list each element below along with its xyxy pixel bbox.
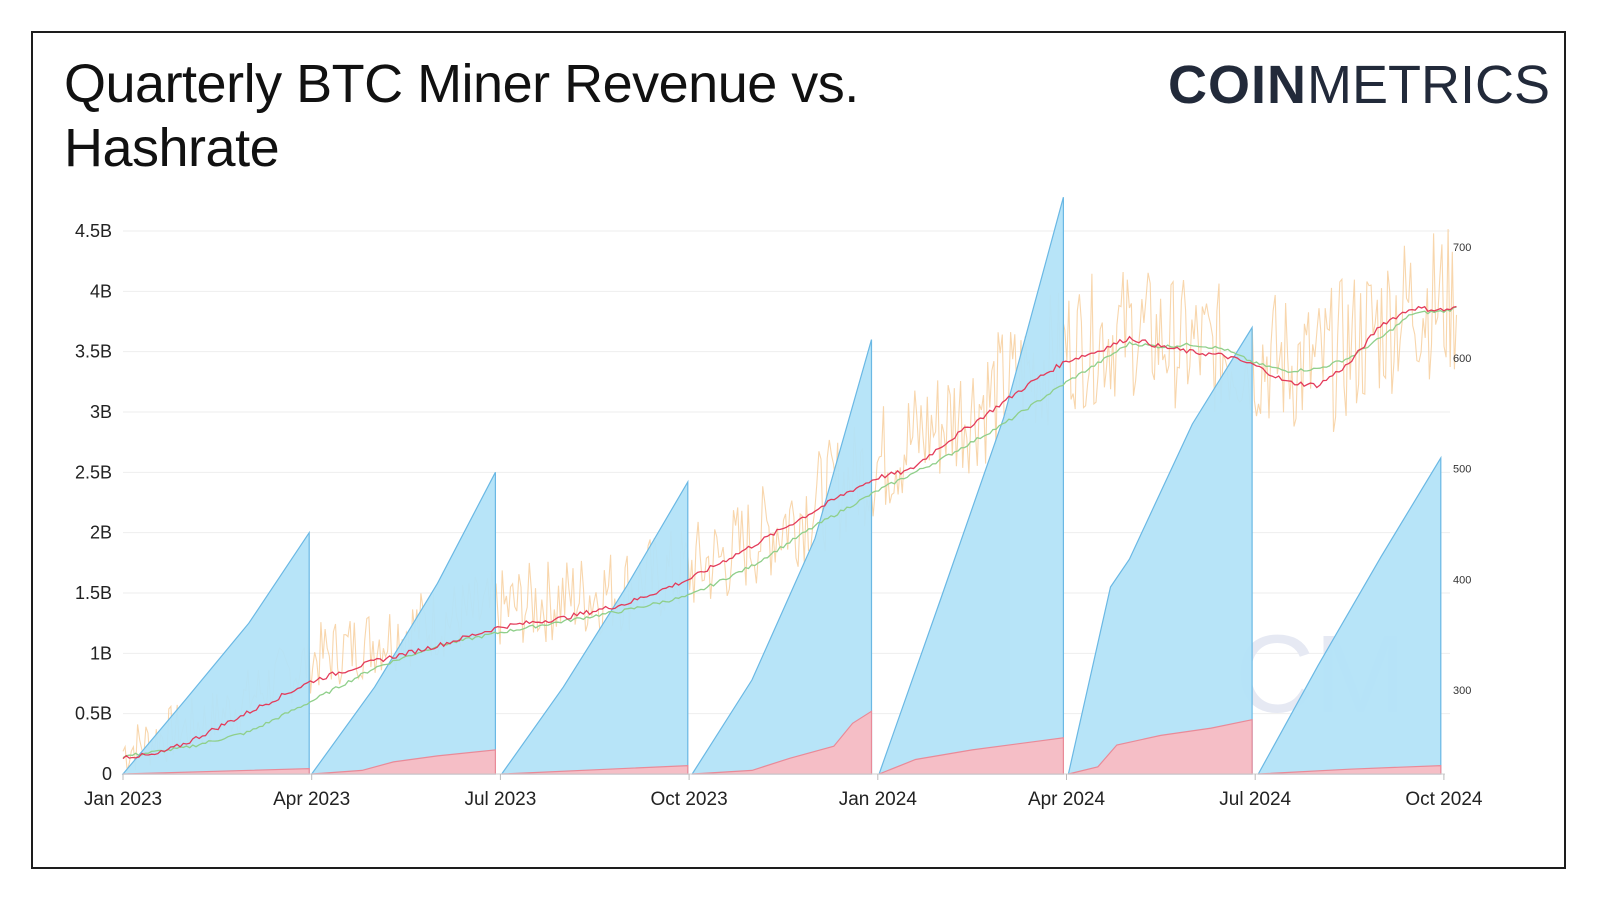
revenue-layer [121, 197, 1442, 775]
y-left-tick-label: 1B [90, 643, 112, 663]
quarterly-revenue-area [1067, 325, 1253, 775]
hashrate-ma-red-line [122, 305, 1457, 760]
quarterly-fees-area [1068, 718, 1253, 775]
fees-layer [122, 710, 1442, 775]
x-tick-label: Jan 2024 [839, 789, 918, 810]
y-left-tick-label: 0 [102, 764, 112, 784]
x-tick-label: Oct 2023 [651, 789, 728, 810]
quarterly-fees-area [692, 710, 873, 775]
y-left-tick-label: 2.5B [75, 462, 112, 482]
y-right-tick-label: 600 [1453, 353, 1471, 365]
quarterly-revenue-area [500, 479, 689, 775]
x-tick-label: Jan 2023 [84, 789, 162, 810]
moving-average-layer [122, 305, 1457, 760]
y-right-tick-label: 500 [1453, 464, 1471, 476]
title-line-1: Quarterly BTC Miner Revenue vs. [64, 54, 859, 114]
y-left-tick-label: 1.5B [75, 583, 112, 603]
logo-bold-text: COIN [1168, 55, 1307, 115]
y-left-tick-label: 3B [90, 402, 112, 422]
logo-light-text: METRICS [1307, 55, 1550, 115]
quarterly-revenue-area [310, 472, 496, 775]
y-right-tick-label: 400 [1453, 574, 1471, 586]
x-tick-label: Oct 2024 [1405, 789, 1483, 810]
y-left-tick-label: 0.5B [75, 704, 112, 724]
y-left-tick-label: 3.5B [75, 342, 112, 362]
x-tick-label: Jul 2023 [464, 789, 536, 810]
coinmetrics-logo: COINMETRICS [1168, 54, 1550, 116]
y-left-tick-label: 2B [90, 523, 112, 543]
title-line-2: Hashrate [64, 118, 280, 178]
y-right-tick-label: 700 [1453, 242, 1471, 254]
axis-layer: 0 0.5B 1B 1.5B 2B 2.5B 3B 3.5B 4B 4.5B 300 400 500 60… [75, 221, 1483, 810]
hashrate-ma-green-line [122, 306, 1457, 759]
x-tick-label: Apr 2024 [1028, 789, 1106, 810]
x-tick-label: Jul 2024 [1219, 789, 1291, 810]
x-tick-label: Apr 2023 [273, 789, 350, 810]
y-left-tick-label: 4.5B [75, 221, 112, 241]
y-left-tick-label: 4B [90, 281, 112, 301]
chart-title: Quarterly BTC Miner Revenue vs. Hashrate [64, 52, 964, 180]
y-right-tick-label: 300 [1453, 685, 1471, 697]
quarterly-revenue-area [878, 197, 1064, 775]
